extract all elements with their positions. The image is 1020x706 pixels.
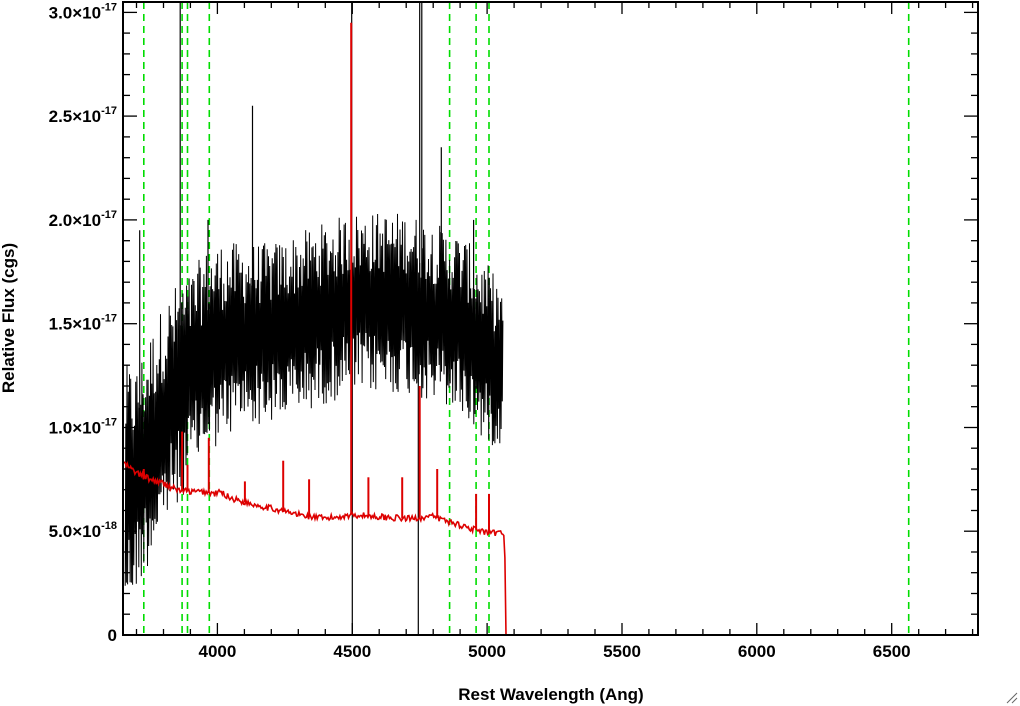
y-tick-label-6: 3.0×10-17 — [49, 1, 117, 22]
y-axis-label: Relative Flux (cgs) — [0, 243, 18, 393]
x-tick-label-4000: 4000 — [198, 642, 236, 661]
x-tick-label-5500: 5500 — [603, 642, 641, 661]
observed-spectrum-series — [124, 2, 504, 635]
plot-frame — [122, 1, 979, 636]
tick-labels: 4000 4500 5000 5500 6000 6500 0 5.0×10-18 1.0×10… — [49, 1, 911, 661]
axis-ticks — [123, 2, 978, 636]
y-tick-label-2: 1.0×10-17 — [49, 417, 117, 438]
y-tick-label-4: 2.0×10-17 — [49, 209, 117, 230]
observed-spectrum-line — [124, 213, 504, 586]
x-tick-label-6000: 6000 — [738, 642, 776, 661]
y-tick-label-5: 2.5×10-17 — [49, 105, 117, 126]
x-tick-label-5000: 5000 — [468, 642, 506, 661]
model-spectrum-line — [122, 460, 978, 636]
x-tick-label-4500: 4500 — [333, 642, 371, 661]
plot-border — [122, 1, 979, 636]
x-axis-label: Rest Wavelength (Ang) — [458, 685, 643, 704]
y-tick-label-0: 0 — [108, 626, 117, 645]
x-tick-label-6500: 6500 — [873, 642, 911, 661]
y-tick-label-1: 5.0×10-18 — [49, 520, 117, 541]
resize-grip-icon — [1006, 692, 1018, 704]
y-tick-label-3: 1.5×10-17 — [49, 313, 117, 334]
